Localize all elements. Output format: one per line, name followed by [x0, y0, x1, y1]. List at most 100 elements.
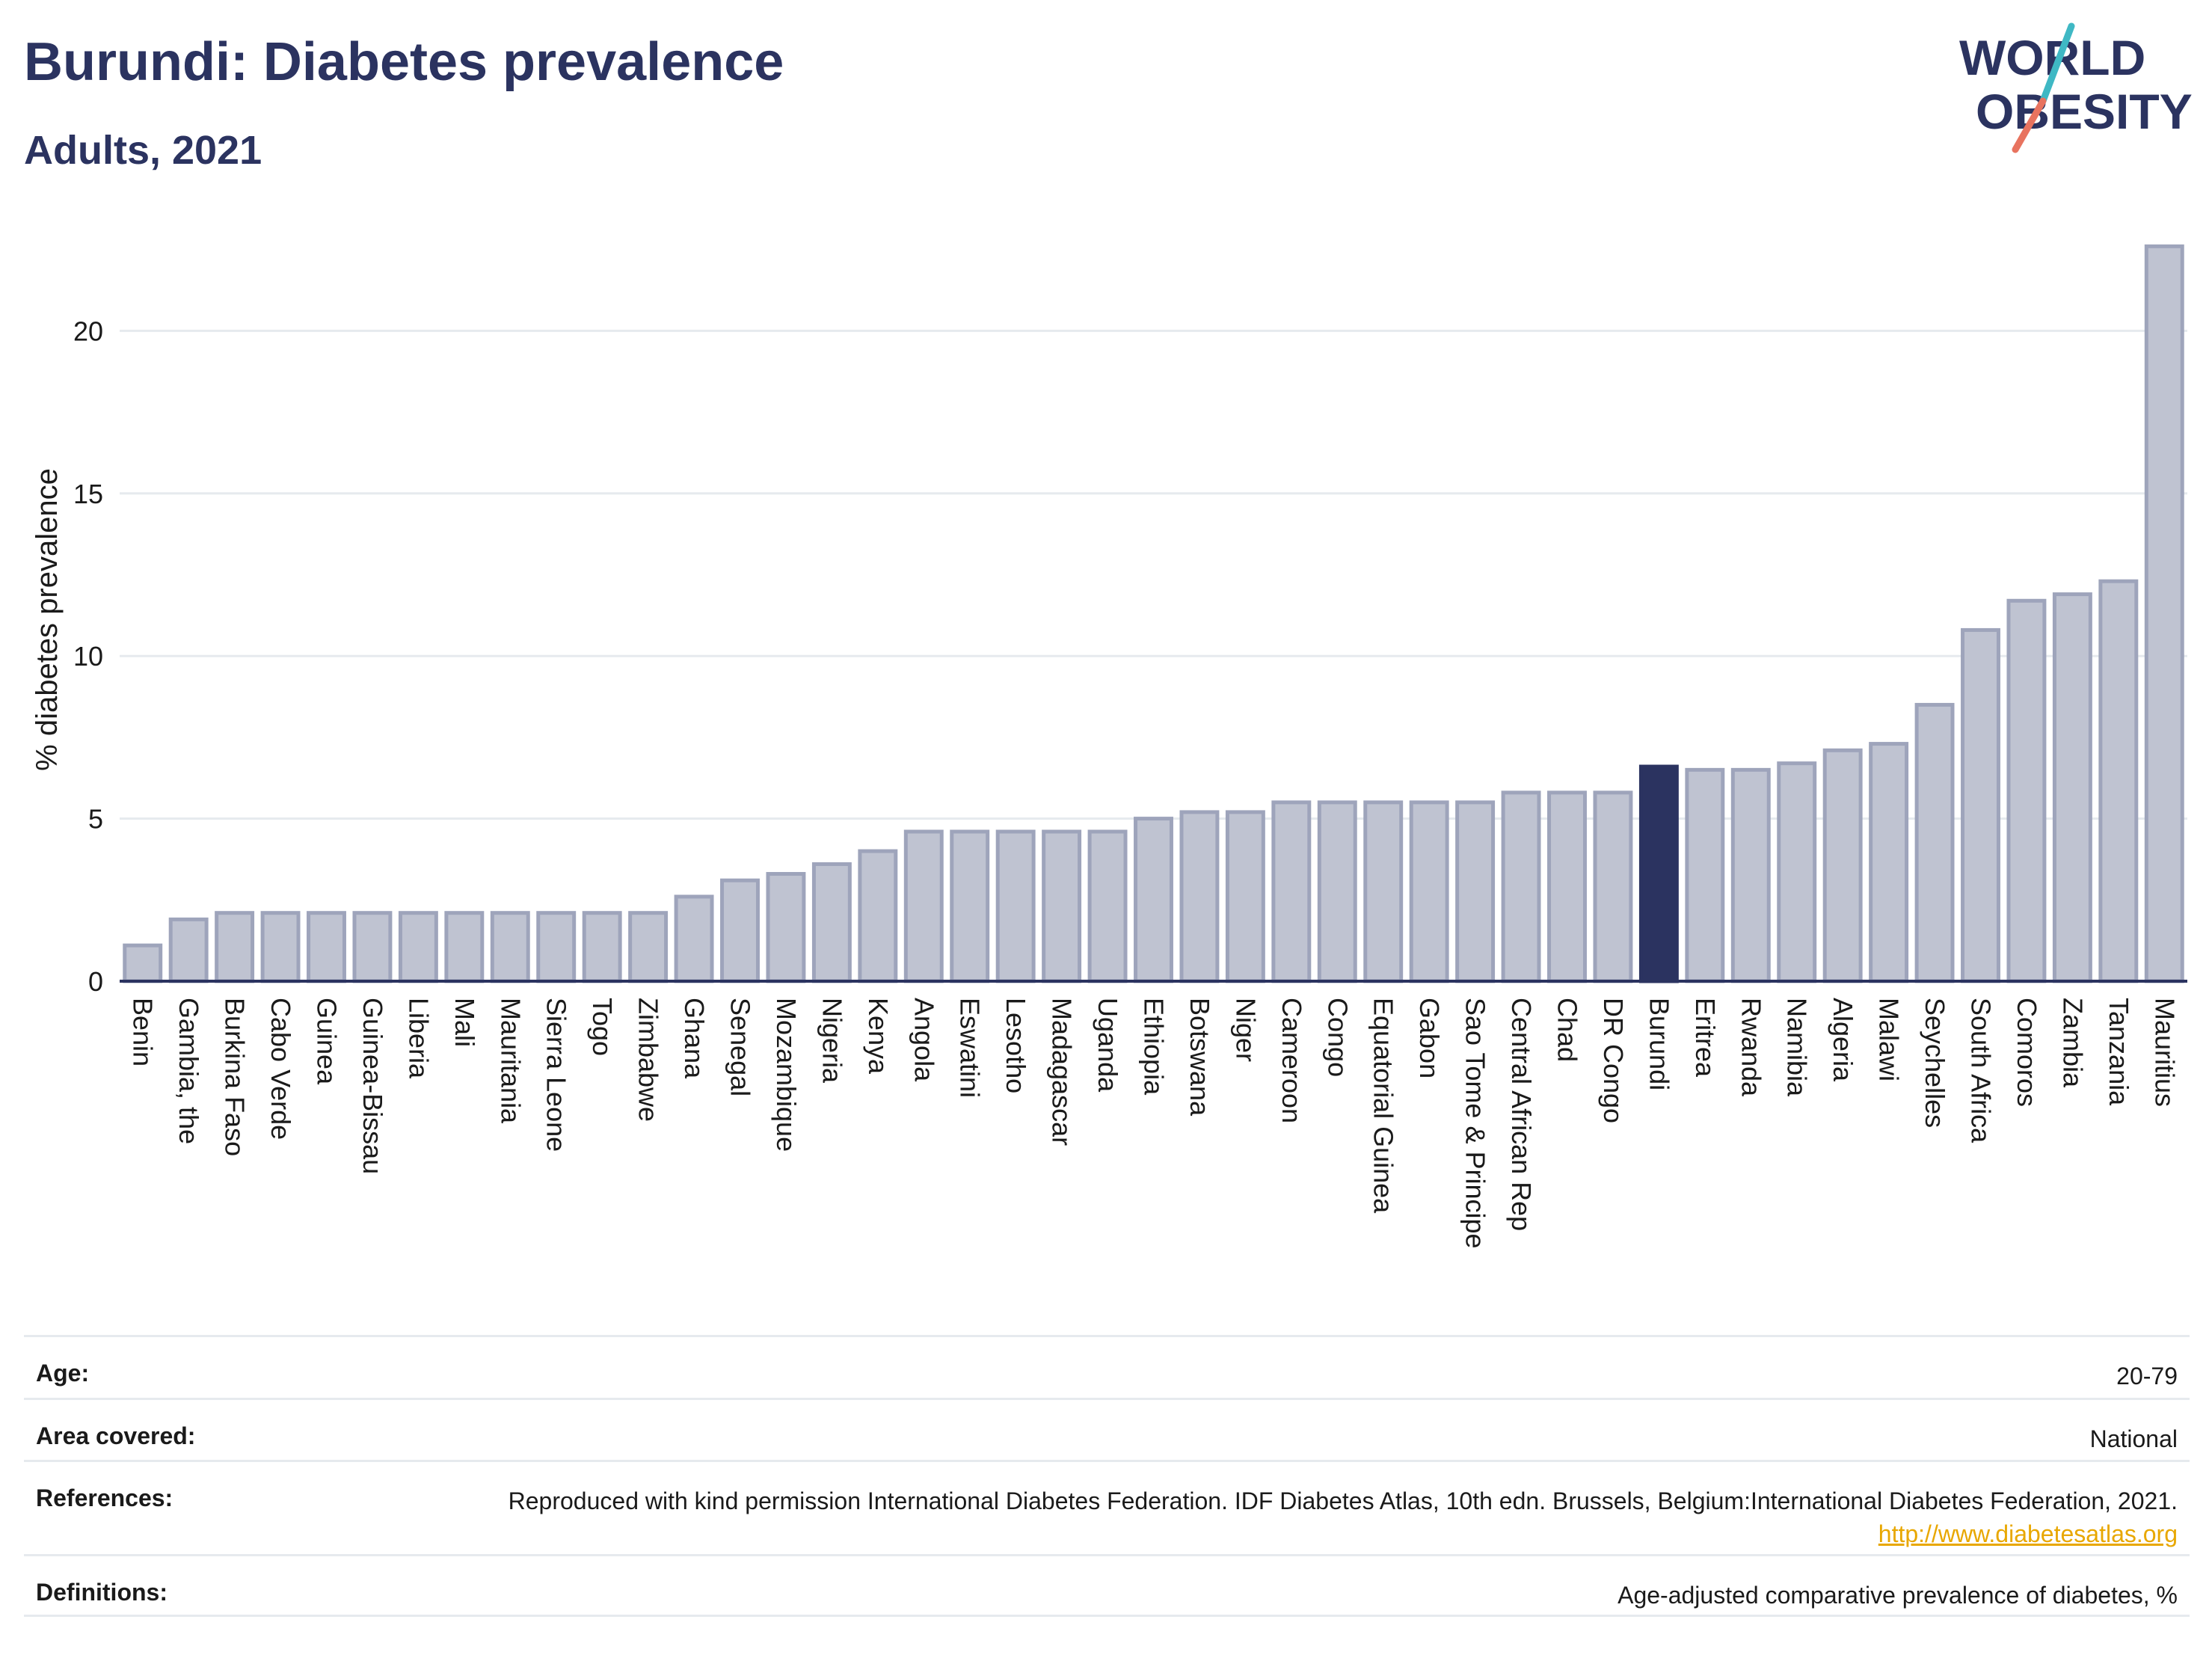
logo-line2: OBESITY [1976, 84, 2193, 139]
y-tick-label: 10 [73, 641, 103, 672]
bar-tanzania [2098, 579, 2139, 983]
meta-value-age: 20-79 [2116, 1363, 2178, 1390]
bar-senegal [720, 878, 760, 983]
bar-togo [582, 911, 622, 983]
bar-algeria [1822, 748, 1863, 983]
bar-mali [444, 911, 485, 983]
x-tick-label: Nigeria [817, 998, 847, 1084]
bar-nigeria [811, 862, 852, 983]
bar-uganda [1087, 829, 1128, 983]
meta-label-references: References: [36, 1484, 173, 1511]
bar-eritrea [1685, 767, 1725, 983]
bar-comoros [2006, 598, 2047, 983]
logo-slash-coral [2012, 97, 2047, 153]
y-tick-label: 0 [88, 966, 103, 997]
bar-gambia-the [168, 917, 209, 983]
x-tick-label: Sierra Leone [541, 998, 572, 1152]
bar-lesotho [995, 829, 1036, 983]
x-tick-label: Mauritius [2149, 998, 2180, 1107]
chart-subtitle: Adults, 2021 [24, 128, 262, 173]
bar-burundi [1638, 764, 1679, 983]
x-tick-label: Gabon [1414, 998, 1445, 1078]
x-tick-label: Liberia [403, 998, 434, 1079]
x-tick-label: Seychelles [1920, 998, 1950, 1128]
x-tick-label: Algeria [1828, 998, 1858, 1082]
references-link[interactable]: http://www.diabetesatlas.org [1878, 1520, 2178, 1547]
bar-namibia [1777, 761, 1817, 983]
bar-kenya [858, 849, 898, 983]
x-tick-label: Chad [1552, 998, 1583, 1062]
meta-row-age: Age: 20-79 [24, 1335, 2190, 1398]
meta-label-definitions: Definitions: [36, 1579, 168, 1606]
bar-liberia [398, 911, 438, 983]
bar-ghana [674, 894, 714, 983]
meta-value-references: Reproduced with kind permission Internat… [458, 1484, 2178, 1550]
y-tick-label: 20 [73, 316, 103, 346]
bar-seychelles [1914, 702, 1955, 983]
x-tick-label: Rwanda [1736, 998, 1766, 1097]
bar-chad [1547, 790, 1587, 983]
meta-row-area: Area covered: National [24, 1398, 2190, 1460]
x-tick-label: Comoros [2012, 998, 2042, 1107]
x-tick-label: Botswana [1185, 998, 1215, 1117]
bar-guinea-bissau [352, 911, 393, 983]
x-tick-label: Central African Rep [1506, 998, 1537, 1231]
x-tick-label: Cameroon [1276, 998, 1307, 1123]
x-tick-label: Niger [1230, 998, 1261, 1062]
bar-central-african-rep [1501, 790, 1541, 983]
bar-south-africa [1961, 627, 2000, 983]
bar-zimbabwe [628, 911, 669, 983]
x-tick-label: Mauritania [495, 998, 526, 1124]
x-tick-label: South Africa [1966, 998, 1997, 1143]
meta-label-age: Age: [36, 1360, 90, 1387]
bar-gabon [1409, 800, 1449, 983]
bar-malawi [1869, 742, 1909, 983]
bar-sao-tome-principe [1455, 800, 1496, 983]
x-tick-label: Mozambique [771, 998, 802, 1152]
x-tick-label: Kenya [863, 998, 894, 1075]
bar-zambia [2052, 592, 2092, 983]
meta-label-area: Area covered: [36, 1422, 196, 1449]
bar-niger [1225, 810, 1265, 983]
bar-guinea [307, 911, 346, 983]
bar-equatorial-guinea [1363, 800, 1404, 983]
x-tick-label: Uganda [1093, 998, 1123, 1093]
meta-value-definitions: Age-adjusted comparative prevalence of d… [1617, 1582, 2178, 1609]
x-tick-label: Malawi [1874, 998, 1905, 1081]
x-tick-label: Angola [909, 998, 939, 1082]
chart-title: Burundi: Diabetes prevalence [24, 32, 784, 92]
x-tick-label: Ghana [679, 998, 710, 1079]
x-tick-label: Madagascar [1047, 998, 1078, 1146]
x-tick-label: Zimbabwe [633, 998, 664, 1122]
x-tick-label: Ethiopia [1139, 998, 1170, 1096]
x-tick-label: Benin [128, 998, 159, 1066]
bar-benin [123, 943, 163, 983]
x-tick-label: Congo [1322, 998, 1353, 1077]
x-tick-label: Guinea [312, 998, 342, 1085]
bar-mauritius [2144, 244, 2184, 983]
world-obesity-logo: WORLD OBESITY [1959, 22, 2193, 153]
x-tick-label: Lesotho [1001, 998, 1031, 1093]
x-tick-label: Eritrea [1690, 998, 1721, 1078]
bar-chart: 0 5 10 15 20 % diabetes prevalence Benin Gambia… [31, 244, 2187, 1249]
x-tick-label: Equatorial Guinea [1368, 998, 1399, 1214]
bar-eswatini [950, 829, 990, 983]
bar-angola [903, 829, 944, 983]
meta-row-definitions: Definitions: Age-adjusted comparative pr… [24, 1554, 2190, 1617]
bar-rwanda [1730, 767, 1771, 983]
y-tick-label: 15 [73, 479, 103, 509]
x-tick-label: Guinea-Bissau [357, 998, 388, 1174]
x-tick-label: Senegal [725, 998, 756, 1096]
x-tick-label: Tanzania [2104, 998, 2134, 1106]
x-tick-label: Namibia [1782, 998, 1813, 1097]
x-tick-label: Sao Tome & Principe [1460, 998, 1491, 1249]
metadata-table: Age: 20-79 Area covered: National Refere… [24, 1335, 2190, 1617]
bar-sierra-leone [536, 911, 577, 983]
x-tick-label: Eswatini [955, 998, 986, 1098]
x-tick-label: Burkina Faso [220, 998, 251, 1156]
bar-congo [1317, 800, 1357, 983]
y-tick-label: 5 [88, 804, 103, 835]
bar-ethiopia [1134, 817, 1173, 983]
x-tick-label: Cabo Verde [265, 998, 296, 1140]
bar-dr-congo [1593, 790, 1633, 983]
